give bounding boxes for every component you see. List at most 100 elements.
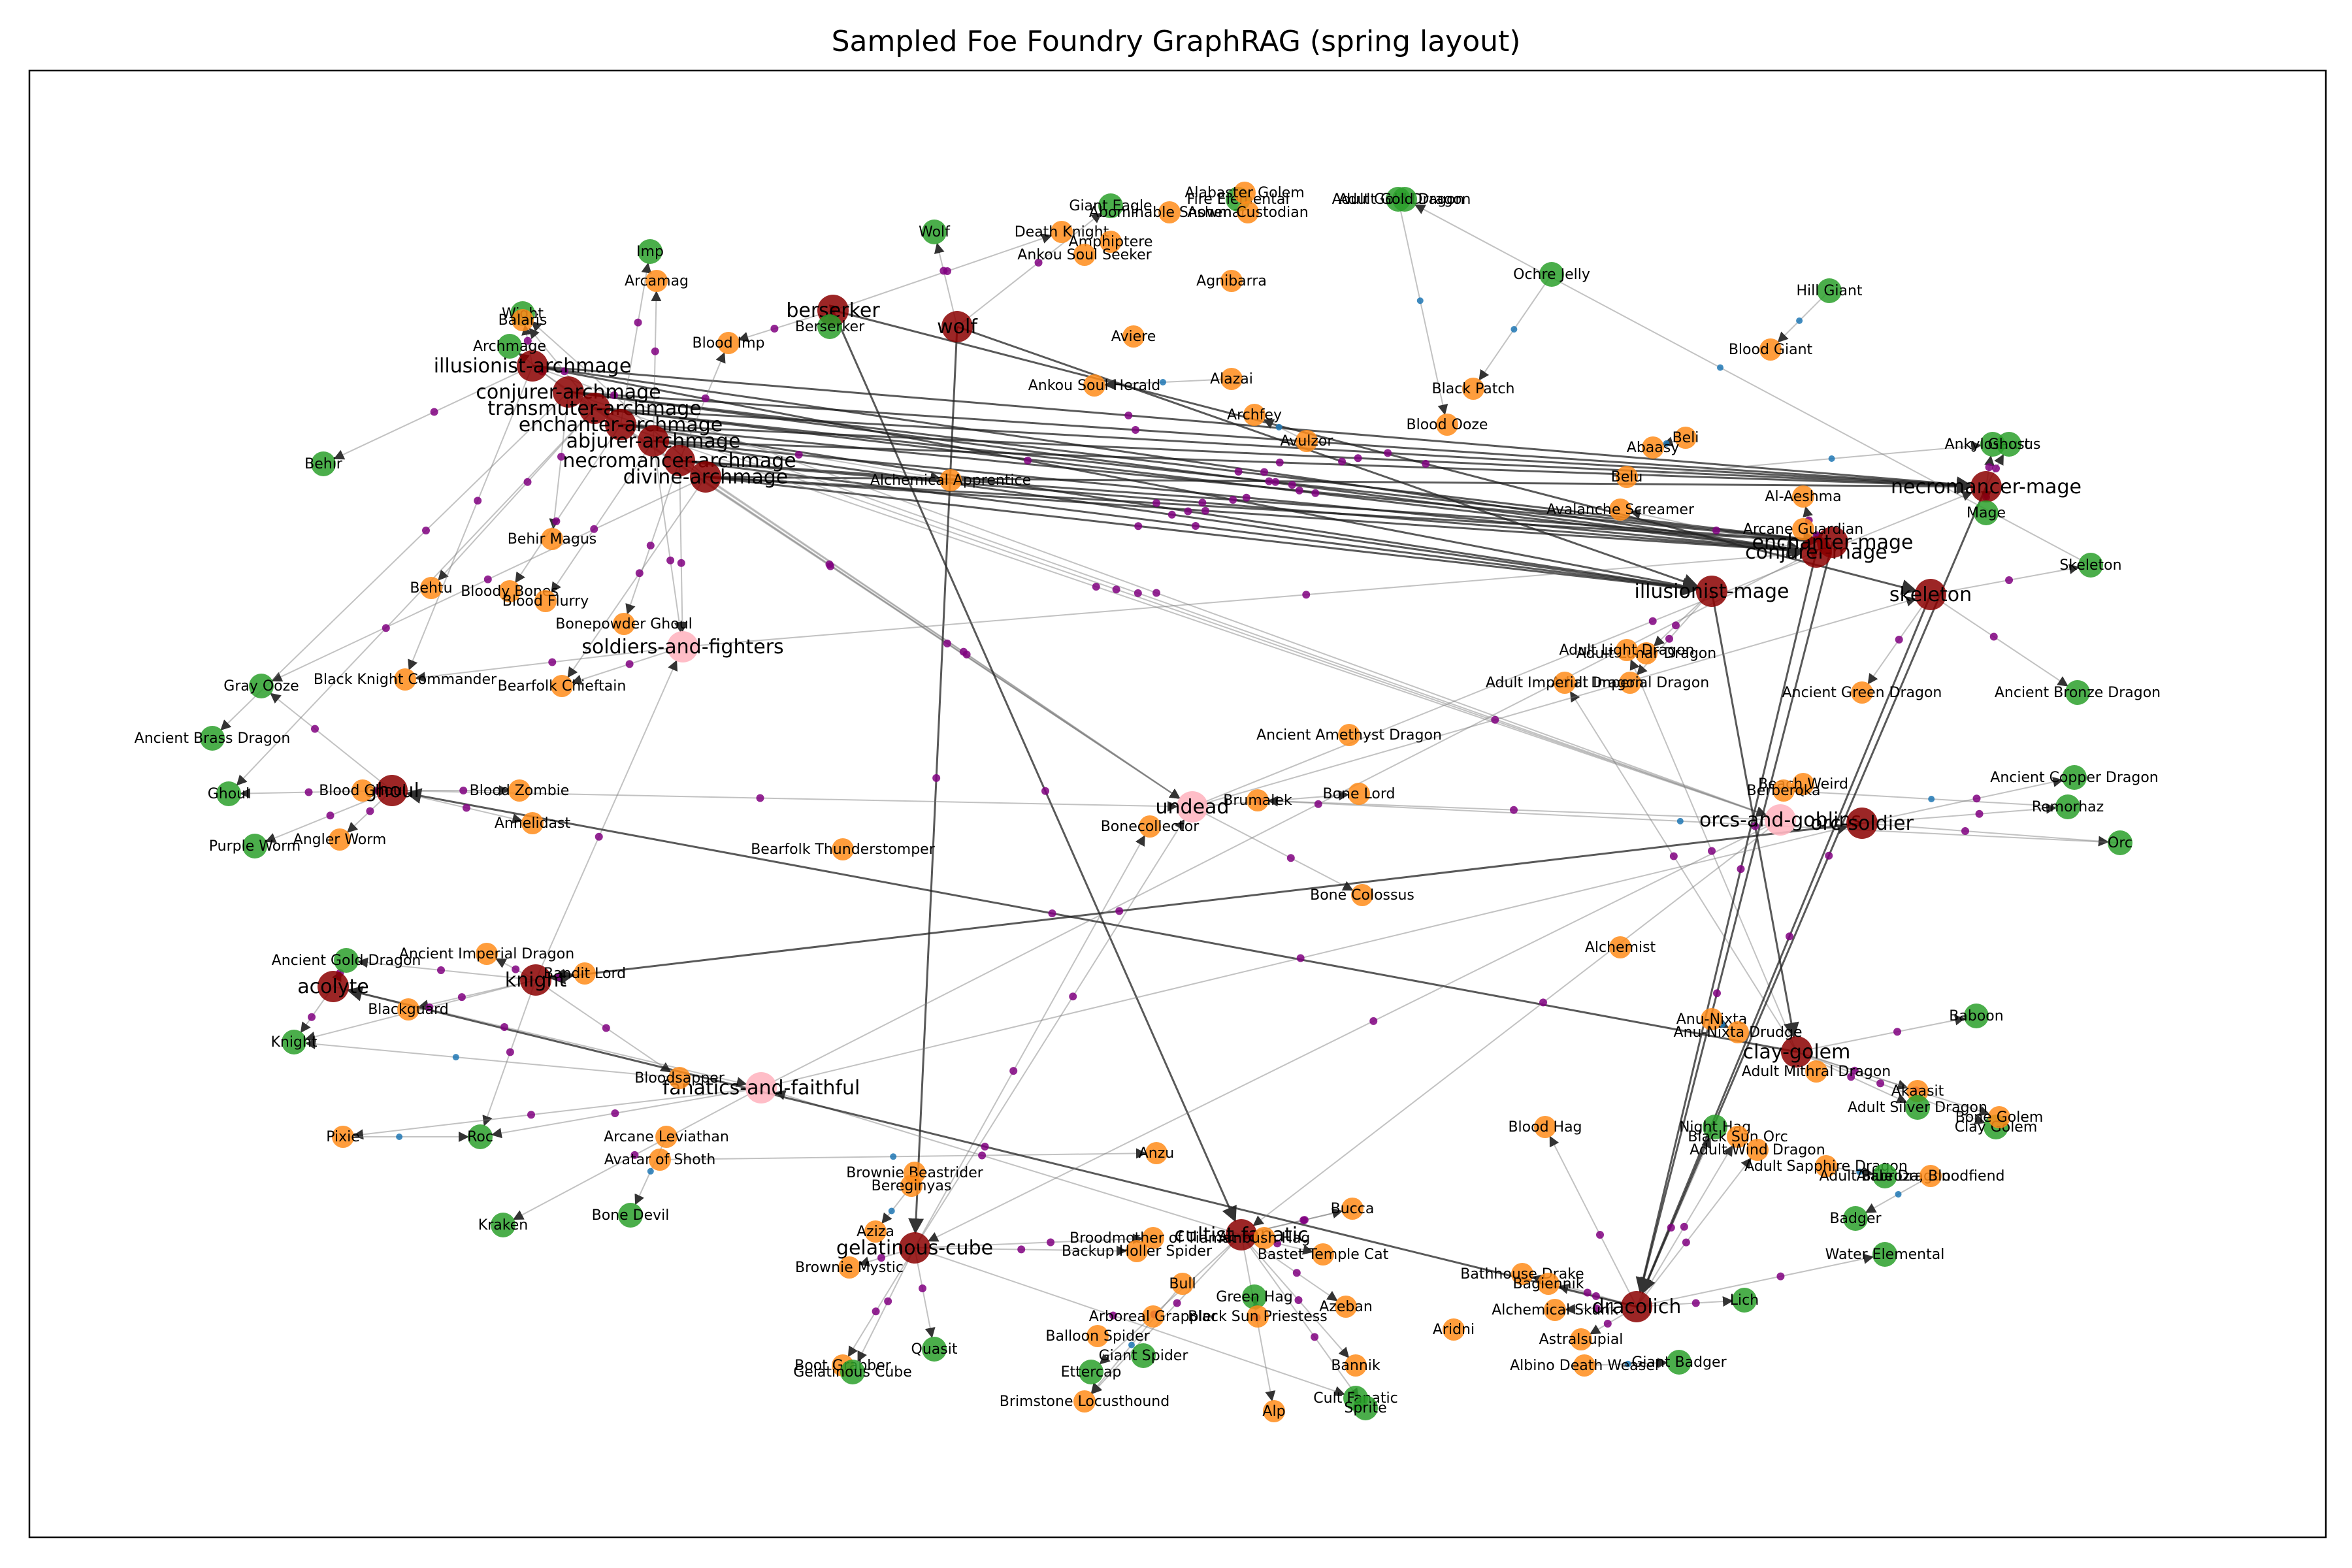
reference-node <box>334 948 359 973</box>
monster-node-label: Adult Lunar Dragon <box>1576 645 1716 662</box>
fragment-node <box>366 807 374 815</box>
fragment-node <box>756 794 764 802</box>
monster-node <box>1220 270 1243 292</box>
monster-node-label: Black Patch <box>1432 381 1515 397</box>
monster-node-label: Bone Colossus <box>1310 887 1414 904</box>
monster-node-label: Pixie <box>326 1129 360 1145</box>
monster-node <box>1436 414 1458 436</box>
monster-node-label: Beli <box>1673 430 1699 446</box>
fragment-node <box>1992 465 2001 473</box>
graph-edge <box>620 423 1820 547</box>
reference-node <box>618 1203 643 1228</box>
graph-edge <box>832 310 1237 1222</box>
graph-edge <box>1636 1157 1752 1307</box>
monster-node-label: Blood Ooze <box>1407 417 1488 433</box>
graph-edge <box>1252 819 1781 1226</box>
fragment-node <box>552 517 561 525</box>
reference-node <box>638 239 662 264</box>
fragment-node <box>611 1109 619 1117</box>
chunk-node <box>890 1153 897 1160</box>
monster-node <box>668 1067 691 1089</box>
reference-node-label: Skeleton <box>2059 557 2121 574</box>
archetype-node <box>1817 527 1848 558</box>
reference-node <box>497 334 522 359</box>
monster-node <box>864 1220 887 1243</box>
fragment-node <box>959 647 968 656</box>
archetype-node <box>1846 808 1878 839</box>
monster-node-label: Blood Flurry <box>502 593 589 610</box>
archetype-node-label: illusionist-mage <box>1634 580 1789 603</box>
fragment-node <box>1672 621 1680 630</box>
monster-node <box>1253 1227 1275 1249</box>
fragment-node <box>437 966 445 974</box>
reference-node-label: Quasit <box>911 1341 958 1358</box>
archetype-node-label: abjurer-archmage <box>566 430 741 453</box>
monster-node <box>1616 466 1638 488</box>
fragment-node <box>1825 851 1833 860</box>
monster-node <box>1086 1325 1109 1347</box>
fragment-node <box>1048 909 1056 917</box>
monster-node <box>1345 1354 1367 1377</box>
graph-edge <box>1796 1051 1990 1117</box>
graph-edge <box>568 391 1820 547</box>
monster-node <box>1145 1142 1168 1164</box>
monster-node-label: Behtu <box>410 580 452 596</box>
fragment-node <box>1109 1311 1117 1320</box>
archetype-node-label: skeleton <box>1889 583 1972 606</box>
chunk-node <box>1856 1168 1863 1175</box>
monster-node-label: Avulzor <box>1281 433 1334 449</box>
fragment-node <box>1751 822 1759 830</box>
fragment-node <box>425 1003 434 1011</box>
fragment-node <box>1680 1222 1688 1231</box>
fragment-node <box>770 325 779 333</box>
fragment-node <box>1300 1216 1309 1224</box>
graph-edge <box>236 408 595 786</box>
monster-node <box>1348 783 1370 805</box>
graph-edge <box>760 548 1820 1088</box>
fragment-node <box>1260 468 1269 476</box>
fragment-node <box>304 788 313 796</box>
archetype-node-label: knight <box>505 969 567 992</box>
graph-edge <box>914 1233 1144 1249</box>
archetype-node <box>553 376 584 408</box>
graph-edge <box>304 1039 680 1079</box>
reference-node-label: Baboon <box>1949 1008 2003 1024</box>
graph-edge <box>568 391 1973 493</box>
monster-node <box>1701 1008 1723 1030</box>
fragment-node <box>1895 636 1903 644</box>
chunk-node <box>1796 317 1803 324</box>
monster-node-label: Bonecollector <box>1101 819 1200 835</box>
fragment-node <box>1603 1320 1612 1328</box>
archetype-node-label: enchanter-mage <box>1752 531 1914 554</box>
monster-node-label: Bandit Lord <box>544 966 626 982</box>
reference-node-label: Adult Silver Dragon <box>1848 1100 1987 1116</box>
reference-node-label: Bone Devil <box>592 1207 670 1224</box>
graph-edge <box>1710 591 1799 1039</box>
graph-edge <box>1626 440 1982 478</box>
graph-edge <box>1267 796 2121 843</box>
monster-node <box>1851 681 1873 704</box>
fragment-node <box>1017 1245 1026 1254</box>
monster-node-label: Bearfolk Thunderstomper <box>751 841 935 858</box>
graph-edge <box>620 262 652 425</box>
monster-node <box>351 779 374 802</box>
fragment-node <box>877 1254 885 1262</box>
monster-node <box>1609 498 1631 521</box>
graph-edge <box>914 819 1185 1249</box>
fragment-node <box>1296 954 1305 962</box>
node-layer: illusionist-archmage conjurer-archmagetra… <box>135 182 2161 1422</box>
reference-node-label: Mage <box>1967 505 2006 521</box>
graph-edge <box>832 309 1918 595</box>
archetype-node <box>1696 576 1727 607</box>
fragment-node <box>1850 1066 1859 1075</box>
graph-edge <box>679 351 726 461</box>
graph-edge <box>405 788 1797 1053</box>
monster-node <box>1805 1060 1827 1083</box>
fragment-node <box>474 497 482 505</box>
monster-node <box>832 838 854 860</box>
monster-node <box>1544 1299 1566 1321</box>
fragment-node <box>919 1284 926 1292</box>
monster-node <box>649 1149 671 1171</box>
graph-edge <box>1796 1015 1966 1053</box>
fragment-node <box>1302 591 1311 599</box>
